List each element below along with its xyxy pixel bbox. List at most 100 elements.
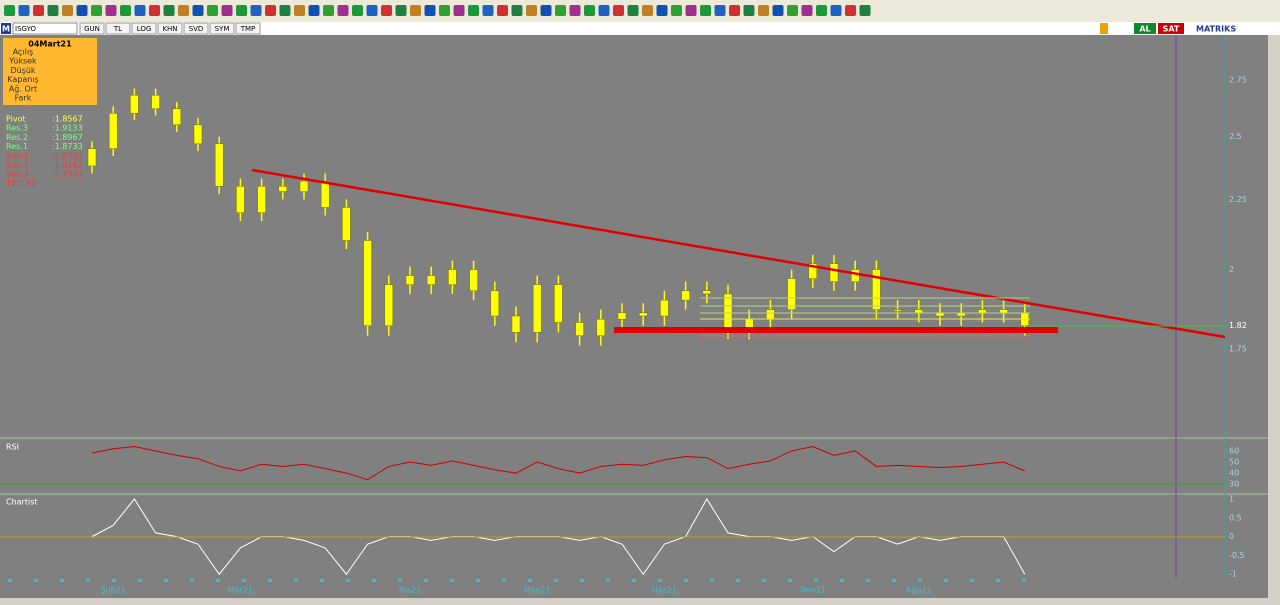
tool-icon[interactable] bbox=[642, 5, 653, 16]
pivot-value: :1.8167 bbox=[52, 161, 83, 170]
bar-marker bbox=[138, 579, 142, 582]
tool-icon[interactable] bbox=[743, 5, 755, 16]
symbol: ISGYO bbox=[15, 25, 36, 33]
candle-body bbox=[405, 275, 415, 285]
pivot-value: :1.8967 bbox=[52, 133, 83, 142]
tool-icon[interactable] bbox=[540, 5, 552, 16]
tool-icon[interactable] bbox=[120, 5, 131, 16]
tool-icon[interactable] bbox=[221, 5, 233, 16]
tool-icon[interactable] bbox=[105, 5, 117, 16]
tool-icon[interactable] bbox=[758, 5, 769, 16]
tool-icon[interactable] bbox=[584, 5, 595, 16]
candle-body bbox=[532, 284, 542, 333]
menu-button[interactable] bbox=[1, 23, 11, 34]
tool-icon[interactable] bbox=[395, 5, 407, 16]
y-tick-label: 0 bbox=[1229, 532, 1234, 541]
tool-icon[interactable] bbox=[381, 5, 392, 16]
candle-body bbox=[702, 290, 712, 295]
tool-icon[interactable] bbox=[555, 5, 566, 16]
mode-button[interactable] bbox=[105, 22, 131, 35]
tool-icon[interactable] bbox=[47, 5, 59, 16]
tool-icon[interactable] bbox=[4, 5, 15, 16]
buy-button[interactable] bbox=[1134, 23, 1156, 34]
tool-icon[interactable] bbox=[598, 5, 610, 16]
tool-icon[interactable] bbox=[859, 5, 871, 16]
h-scrollbar[interactable] bbox=[0, 598, 1268, 605]
tool-icon[interactable] bbox=[76, 5, 88, 16]
tool-icon[interactable] bbox=[453, 5, 465, 16]
tool-icon[interactable] bbox=[294, 5, 305, 16]
tool-icon[interactable] bbox=[62, 5, 73, 16]
x-tick-label: Mar21 bbox=[228, 586, 253, 595]
pivot-list: Pivot:1.8567 Res.3:1.9133 Res.2:1.8967 Res.… bbox=[5, 115, 83, 188]
y-tick-label: -1 bbox=[1229, 570, 1237, 579]
tool-icon[interactable] bbox=[352, 5, 363, 16]
tool-icon[interactable] bbox=[787, 5, 798, 16]
panel-title: RSI bbox=[6, 443, 19, 452]
tool-icon[interactable] bbox=[816, 5, 827, 16]
tool-icon[interactable] bbox=[671, 5, 682, 16]
mode-button[interactable] bbox=[79, 22, 105, 35]
tool-icon[interactable] bbox=[613, 5, 624, 16]
tool-icon[interactable] bbox=[482, 5, 494, 16]
mode-button[interactable] bbox=[183, 22, 209, 35]
bar-marker bbox=[658, 579, 662, 582]
tool-icon[interactable] bbox=[250, 5, 262, 16]
tool-icon[interactable] bbox=[830, 5, 842, 16]
tool-icon[interactable] bbox=[700, 5, 711, 16]
tool-icon[interactable] bbox=[236, 5, 247, 16]
symbol-box[interactable] bbox=[12, 22, 78, 35]
tool-icon[interactable] bbox=[511, 5, 523, 16]
tool-icon[interactable] bbox=[178, 5, 189, 16]
mode-button[interactable] bbox=[131, 22, 157, 35]
tool-icon[interactable] bbox=[192, 5, 204, 16]
tool-icon[interactable] bbox=[468, 5, 479, 16]
tool-icon[interactable] bbox=[18, 5, 30, 16]
tool-icon[interactable] bbox=[207, 5, 218, 16]
candle-body bbox=[426, 275, 436, 285]
tool-icon[interactable] bbox=[163, 5, 175, 16]
tool-icon[interactable] bbox=[729, 5, 740, 16]
mode-button[interactable] bbox=[209, 22, 235, 35]
mode-label: LOG bbox=[137, 25, 152, 33]
tool-icon[interactable] bbox=[265, 5, 276, 16]
candle-body bbox=[660, 299, 669, 317]
y-tick-label: 2.75 bbox=[1229, 75, 1247, 84]
tool-icon[interactable] bbox=[439, 5, 450, 16]
mode-button[interactable] bbox=[235, 22, 261, 35]
tool-icon[interactable] bbox=[308, 5, 320, 16]
tool-icon[interactable] bbox=[424, 5, 436, 16]
tool-icon[interactable] bbox=[33, 5, 44, 16]
tool-icon[interactable] bbox=[410, 5, 421, 16]
tool-icon[interactable] bbox=[526, 5, 537, 16]
candle-body bbox=[596, 318, 606, 336]
tool-icon[interactable] bbox=[714, 5, 726, 16]
tool-icon[interactable] bbox=[801, 5, 813, 16]
tool-icon[interactable] bbox=[323, 5, 334, 16]
tool-icon[interactable] bbox=[845, 5, 856, 16]
tool-icon[interactable] bbox=[279, 5, 291, 16]
pivot-value: :1.7933 bbox=[52, 170, 83, 179]
tool-icon[interactable] bbox=[656, 5, 668, 16]
y-tick-label: 60 bbox=[1229, 446, 1239, 455]
tool-icon[interactable] bbox=[366, 5, 378, 16]
tool-icon[interactable] bbox=[134, 5, 146, 16]
tool-icon[interactable] bbox=[569, 5, 581, 16]
tool-icon[interactable] bbox=[497, 5, 508, 16]
sell-button[interactable] bbox=[1158, 23, 1184, 34]
x-tick-label: Şub21 bbox=[100, 586, 125, 595]
tool-icon[interactable] bbox=[149, 5, 160, 16]
last-price-box bbox=[1226, 320, 1248, 331]
tool-icon[interactable] bbox=[772, 5, 784, 16]
scrollbar[interactable] bbox=[1268, 35, 1280, 605]
tool-icon[interactable] bbox=[337, 5, 349, 16]
tool-icon[interactable] bbox=[685, 5, 697, 16]
candle-body bbox=[299, 180, 309, 192]
bar-marker bbox=[632, 579, 636, 582]
mode-button[interactable] bbox=[157, 22, 183, 35]
y-tick-label: -0.5 bbox=[1229, 551, 1245, 560]
tool-icon[interactable] bbox=[91, 5, 102, 16]
tool-icon[interactable] bbox=[627, 5, 639, 16]
y-tick-label: 2 bbox=[1229, 265, 1234, 274]
